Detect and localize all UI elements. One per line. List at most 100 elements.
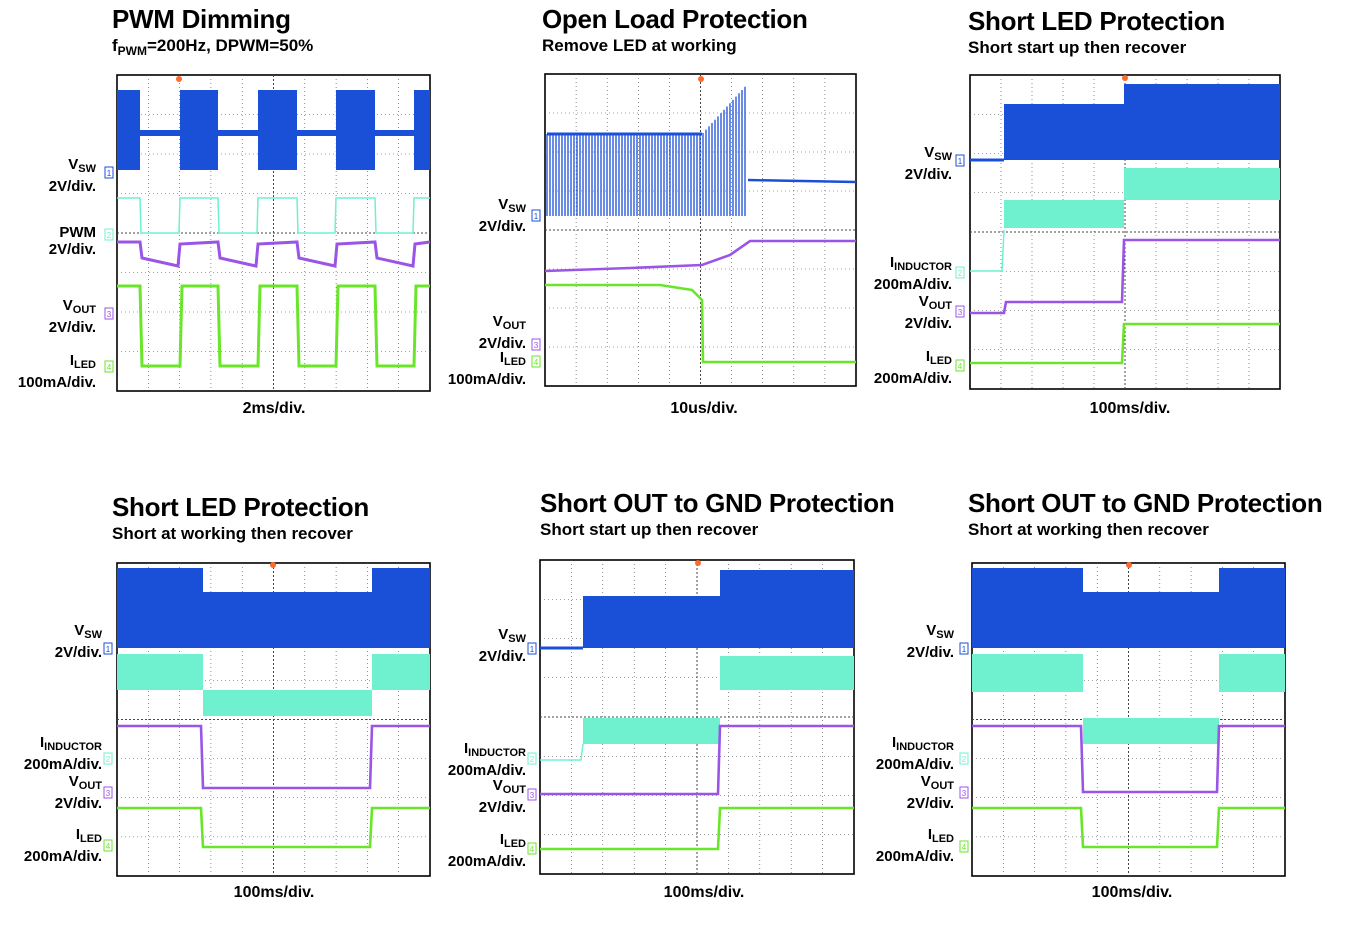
inductor-band [583, 718, 720, 744]
time-division-label: 10us/div. [670, 400, 738, 417]
scope-screen: 1 2 3 4 [527, 559, 855, 875]
iled-trace [117, 284, 430, 368]
ch3-marker [959, 786, 969, 799]
ch2-marker [527, 752, 537, 765]
time-division-label: 100ms/div. [1091, 884, 1173, 901]
ch3-marker [531, 338, 541, 351]
channel-label-vsw: VSW 2V/div. [48, 156, 96, 195]
ch1-marker [531, 209, 541, 222]
channel-label-pwm: PWM 2V/div. [48, 224, 96, 258]
trigger-marker [270, 562, 276, 568]
ch3-marker [955, 305, 965, 318]
ch2-marker-id: 2 [107, 231, 112, 240]
ch1-marker [955, 154, 965, 167]
channel-label-vout: VOUT 2V/div. [478, 777, 526, 816]
ch3-marker-id: 3 [107, 310, 112, 319]
vsw-burst [414, 90, 430, 170]
inductor-band [1083, 718, 1219, 744]
ch2-marker-id: 2 [106, 755, 111, 764]
ch1-marker-id: 1 [106, 645, 111, 654]
ch4-marker-id: 4 [530, 845, 535, 854]
ch2-marker [959, 752, 969, 765]
ch4-marker [955, 359, 965, 372]
vsw-burst [1124, 84, 1280, 160]
trigger-marker [1122, 75, 1128, 81]
trigger-marker [1126, 562, 1132, 568]
channel-label-iled: ILED 100mA/div. [17, 352, 96, 391]
vsw-idle [747, 178, 857, 184]
panel-title: Short LED Protection [112, 492, 369, 522]
panel-title: Short OUT to GND Protection [968, 488, 1323, 518]
scope-screen: 1 3 4 [531, 73, 857, 387]
ch2-marker [103, 752, 113, 765]
channel-label-inductor: IINDUCTOR 200mA/div. [23, 734, 102, 773]
scope-screen: 1 2 3 4 [104, 74, 431, 392]
panel-open-load-protection: Open Load Protection Remove LED at worki… [430, 0, 870, 440]
vsw-burst [972, 568, 1083, 648]
inductor-band [1004, 200, 1124, 228]
channel-label-vout: VOUT 2V/div. [478, 313, 526, 352]
inductor-band [720, 656, 854, 690]
scope-screen: 1 2 3 4 [955, 74, 1281, 390]
vsw-burst [180, 90, 218, 170]
ch4-marker [527, 842, 537, 855]
channel-label-inductor: IINDUCTOR 200mA/div. [875, 734, 954, 773]
vsw-burst [1219, 568, 1285, 648]
panel-subtitle: Short at working then recover [112, 524, 353, 543]
vout-trace [970, 238, 1280, 315]
vout-trace [117, 724, 430, 790]
ch4-marker [104, 360, 114, 373]
ch1-marker [103, 642, 113, 655]
scope-screen: 1 2 3 4 [959, 562, 1286, 877]
channel-label-vsw: VSW 2V/div. [478, 626, 526, 665]
channel-label-inductor: IINDUCTOR 200mA/div. [873, 254, 952, 293]
vsw-burst [336, 90, 375, 170]
inductor-trace [970, 229, 1005, 272]
ch4-marker-id: 4 [534, 358, 539, 367]
panel-subtitle: Remove LED at working [542, 36, 737, 55]
ch1-marker [527, 642, 537, 655]
vsw-burst [1083, 592, 1219, 648]
vsw-burst [258, 90, 297, 170]
ch1-marker [104, 166, 114, 179]
channel-label-iled: ILED 200mA/div. [875, 826, 954, 865]
time-division-label: 100ms/div. [663, 884, 745, 901]
ch1-marker-id: 1 [107, 169, 112, 178]
iled-trace [540, 806, 854, 851]
ch1-marker-id: 1 [530, 645, 535, 654]
vsw-burst [1004, 104, 1124, 160]
ch2-marker [955, 266, 965, 279]
vsw-burst [203, 592, 372, 648]
vsw-burst [117, 90, 140, 170]
inductor-band [372, 654, 430, 690]
ch2-marker-id: 2 [530, 755, 535, 764]
channel-label-iled: ILED 200mA/div. [23, 826, 102, 865]
ch3-marker-id: 3 [958, 308, 963, 317]
ch1-marker [959, 642, 969, 655]
time-division-label: 2ms/div. [242, 400, 306, 417]
vout-trace [544, 239, 856, 273]
inductor-band [1219, 654, 1285, 692]
iled-trace [545, 283, 856, 364]
ch1-marker-id: 1 [958, 157, 963, 166]
iled-trace [972, 806, 1285, 849]
ch3-marker-id: 3 [106, 789, 111, 798]
trigger-marker [695, 560, 701, 566]
panel-short-led-working: Short LED Protection Short at working th… [0, 486, 440, 926]
ch3-marker [103, 786, 113, 799]
panel-subtitle: Short at working then recover [968, 520, 1209, 539]
panel-subtitle: Short start up then recover [968, 38, 1187, 57]
pwm-trace [117, 197, 430, 234]
ch3-marker-id: 3 [962, 789, 967, 798]
panel-title: Short LED Protection [968, 6, 1225, 36]
vout-trace [972, 724, 1285, 794]
channel-label-iled: ILED 200mA/div. [447, 831, 526, 870]
panel-short-out-gnd-startup: Short OUT to GND Protection Short start … [428, 486, 895, 926]
panel-title: PWM Dimming [112, 4, 291, 34]
vout-trace [117, 240, 431, 268]
channel-label-vsw: VSW 2V/div. [904, 144, 952, 183]
ch3-marker-id: 3 [530, 791, 535, 800]
ch1-marker-id: 1 [534, 212, 539, 221]
ch2-marker-id: 2 [962, 755, 967, 764]
iled-trace [970, 322, 1280, 365]
